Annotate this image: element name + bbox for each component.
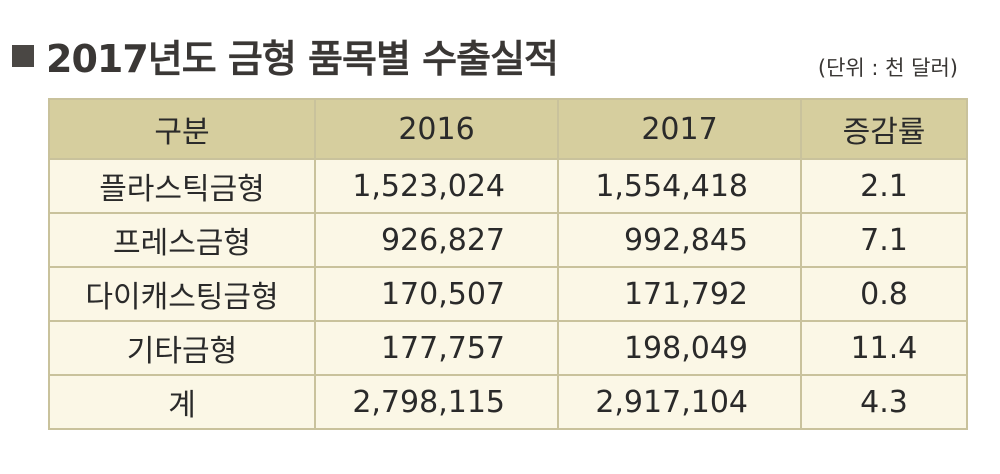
table-row: 다이캐스팅금형 170,507 171,792 0.8: [48, 266, 968, 322]
page-title: 2017년도 금형 품목별 수출실적: [46, 37, 559, 81]
cell-2017: 2,917,104: [557, 374, 802, 430]
header-2017: 2017: [557, 98, 802, 160]
export-table: 구분 2016 2017 증감률 플라스틱금형 1,523,024 1,554,…: [48, 98, 968, 430]
cell-2017: 992,845: [557, 212, 802, 268]
header-rate: 증감률: [800, 98, 968, 160]
cell-category: 프레스금형: [48, 212, 316, 268]
cell-2016: 2,798,115: [314, 374, 559, 430]
cell-2016: 170,507: [314, 266, 559, 322]
cell-category: 기타금형: [48, 320, 316, 376]
table-row: 프레스금형 926,827 992,845 7.1: [48, 212, 968, 268]
unit-note: (단위 : 천 달러): [817, 56, 958, 80]
table-row: 기타금형 177,757 198,049 11.4: [48, 320, 968, 376]
cell-2016: 177,757: [314, 320, 559, 376]
data-table: 구분 2016 2017 증감률 플라스틱금형 1,523,024 1,554,…: [48, 98, 968, 430]
cell-2017: 1,554,418: [557, 158, 802, 214]
header-row: 구분 2016 2017 증감률: [48, 98, 968, 160]
header-category: 구분: [48, 98, 316, 160]
cell-category: 다이캐스팅금형: [48, 266, 316, 322]
cell-rate: 11.4: [800, 320, 968, 376]
title-row: 2017년도 금형 품목별 수출실적: [12, 28, 559, 83]
cell-2017: 171,792: [557, 266, 802, 322]
cell-2017: 198,049: [557, 320, 802, 376]
cell-2016: 926,827: [314, 212, 559, 268]
table-row: 플라스틱금형 1,523,024 1,554,418 2.1: [48, 158, 968, 214]
square-bullet-icon: [12, 44, 34, 67]
cell-rate: 0.8: [800, 266, 968, 322]
cell-rate: 2.1: [800, 158, 968, 214]
cell-category: 플라스틱금형: [48, 158, 316, 214]
cell-rate: 4.3: [800, 374, 968, 430]
cell-2016: 1,523,024: [314, 158, 559, 214]
cell-rate: 7.1: [800, 212, 968, 268]
table-row-total: 계 2,798,115 2,917,104 4.3: [48, 374, 968, 430]
header-2016: 2016: [314, 98, 559, 160]
cell-category: 계: [48, 374, 316, 430]
